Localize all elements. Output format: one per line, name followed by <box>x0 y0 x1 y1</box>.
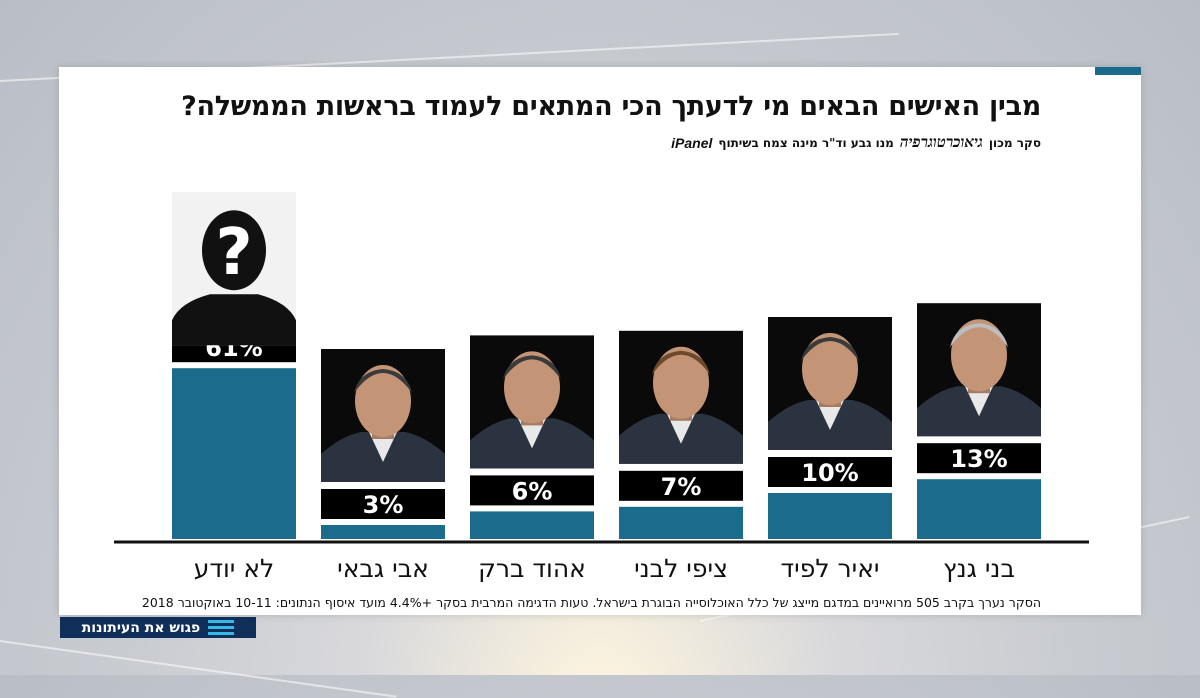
portrait-hair <box>503 355 561 380</box>
portrait-face <box>951 319 1007 392</box>
portrait-collar <box>965 386 993 417</box>
category-label-4: יאיר לפיד <box>780 554 879 583</box>
benny-gantz-portrait <box>917 303 1041 437</box>
unknown-silhouette-icon: ? <box>172 192 296 346</box>
portrait-collar <box>369 432 397 462</box>
geocartography-logo: גיאוכרטוגרפיה <box>899 133 983 151</box>
value-label-1: 3% <box>363 491 404 519</box>
category-label-5: בני גנץ <box>943 554 1015 583</box>
silhouette-figure <box>172 210 296 346</box>
portrait-collar <box>816 400 844 430</box>
ehud-barak-portrait <box>470 335 594 469</box>
bar-4 <box>768 493 892 539</box>
poll-credit: סקר מכון גיאוכרטוגרפיה מנו גבע וד"ר מינה… <box>671 133 1041 152</box>
ipanel-logo: iPanel <box>671 134 713 151</box>
yair-lapid-portrait <box>768 317 892 450</box>
bar-3 <box>619 506 743 539</box>
silhouette-shoulders <box>172 294 296 346</box>
program-brand-label: פגוש את העיתונות <box>81 619 201 636</box>
chart-title: מבין האישים הבאים מי לדעתך הכי המתאים לע… <box>181 91 1041 122</box>
value-label-box-4 <box>768 457 892 487</box>
portrait-face <box>355 365 411 437</box>
credit-prefix: סקר מכון <box>988 135 1041 150</box>
portrait-hair <box>801 337 859 361</box>
bar-1 <box>321 525 445 539</box>
credit-middle: מנו גבע וד"ר מינה צמח בשיתוף <box>718 135 894 150</box>
accent-corner-bar <box>1095 67 1141 75</box>
value-label-box-1 <box>321 489 445 519</box>
value-label-box-3 <box>619 470 743 501</box>
bar-2 <box>470 511 594 539</box>
value-label-box-5 <box>917 443 1041 474</box>
portrait-face <box>653 346 709 419</box>
portrait-collar <box>667 413 695 444</box>
program-brand: פגוש את העיתונות <box>60 617 256 638</box>
portrait-collar <box>518 418 546 449</box>
category-label-2: אהוד ברק <box>478 554 586 583</box>
silhouette-head <box>202 210 266 291</box>
bar-0 <box>172 368 296 539</box>
value-label-3: 7% <box>661 473 702 501</box>
background-streak <box>0 640 397 698</box>
value-label-box-2 <box>470 475 594 506</box>
category-label-1: אבי גבאי <box>337 554 429 583</box>
category-label-0: לא יודע <box>194 554 275 583</box>
bar-5 <box>917 479 1041 539</box>
portrait-face <box>504 351 560 424</box>
avi-gabbay-portrait <box>321 349 445 482</box>
portrait-face <box>802 333 858 405</box>
chart-card: מבין האישים הבאים מי לדעתך הכי המתאים לע… <box>59 67 1141 615</box>
chart-footnote: הסקר נערך בקרב 505 מרואיינים במדגם מייצג… <box>141 595 1041 610</box>
question-mark-icon: ? <box>215 216 252 290</box>
portrait-hair <box>950 323 1008 348</box>
value-label-2: 6% <box>512 477 553 505</box>
value-label-4: 10% <box>801 459 858 487</box>
menu-lines-icon <box>208 620 235 635</box>
tzipi-livni-portrait <box>619 330 743 464</box>
portrait-hair <box>652 350 710 375</box>
value-label-5: 13% <box>950 445 1007 473</box>
category-label-3: ציפי לבני <box>634 554 728 583</box>
portrait-hair <box>354 369 412 393</box>
